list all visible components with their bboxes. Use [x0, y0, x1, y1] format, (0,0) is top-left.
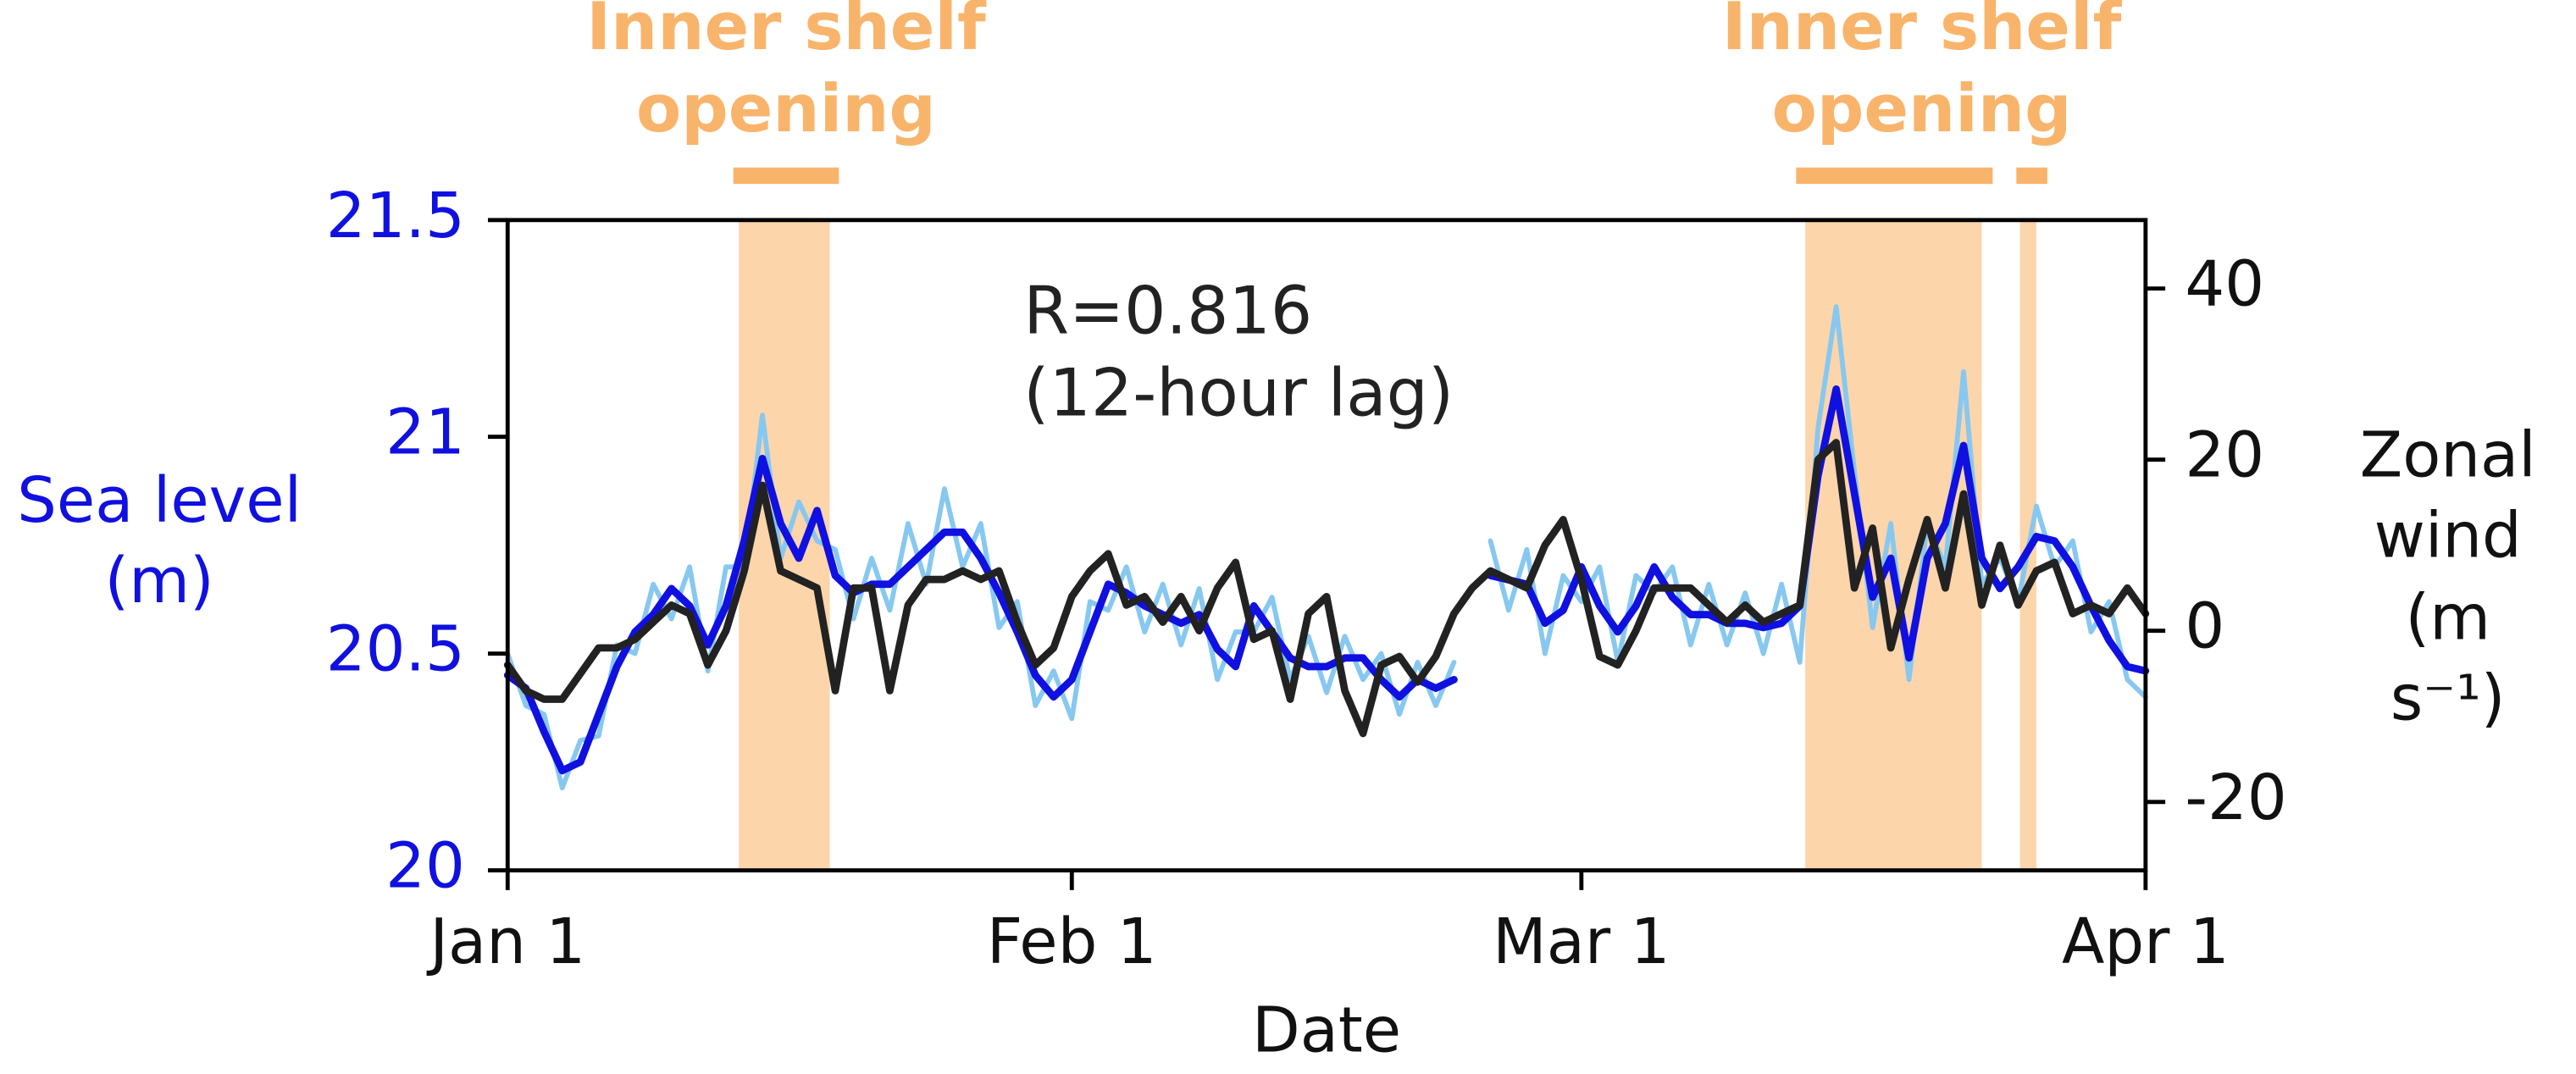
plot-frame — [505, 218, 2148, 873]
y-tick-label: 20 — [385, 831, 465, 903]
x-tick-label: Feb 1 — [987, 906, 1157, 978]
y2-tick-label: -20 — [2185, 762, 2286, 834]
y-axis-label: Sea level (m) — [17, 463, 302, 618]
line — [503, 439, 2150, 738]
y-tick-label: 21 — [385, 397, 465, 469]
y2-tick-label: 0 — [2185, 591, 2224, 663]
span-label: Inner shelf opening — [1721, 0, 2122, 148]
x-tick-label: Mar 1 — [1493, 906, 1670, 978]
y2-axis-label: Zonal wind (m s⁻¹) — [2359, 418, 2536, 735]
lines — [503, 304, 2150, 791]
annotation: R=0.816 (12-hour lag) — [1023, 274, 1454, 432]
x-tick-label: Apr 1 — [2062, 906, 2230, 978]
y2-tick-label: 40 — [2185, 249, 2264, 321]
y2-tick-label: 20 — [2185, 420, 2264, 492]
span-label: Inner shelf opening — [586, 0, 986, 148]
x-axis-label: Date — [1252, 994, 1401, 1066]
x-tick-label: Jan 1 — [426, 906, 585, 978]
y-tick-label: 20.5 — [326, 614, 465, 686]
span-bar — [1796, 167, 1993, 185]
y-tick-label: 21.5 — [326, 180, 465, 252]
span-bar — [2016, 167, 2047, 185]
span-bar — [733, 167, 839, 185]
